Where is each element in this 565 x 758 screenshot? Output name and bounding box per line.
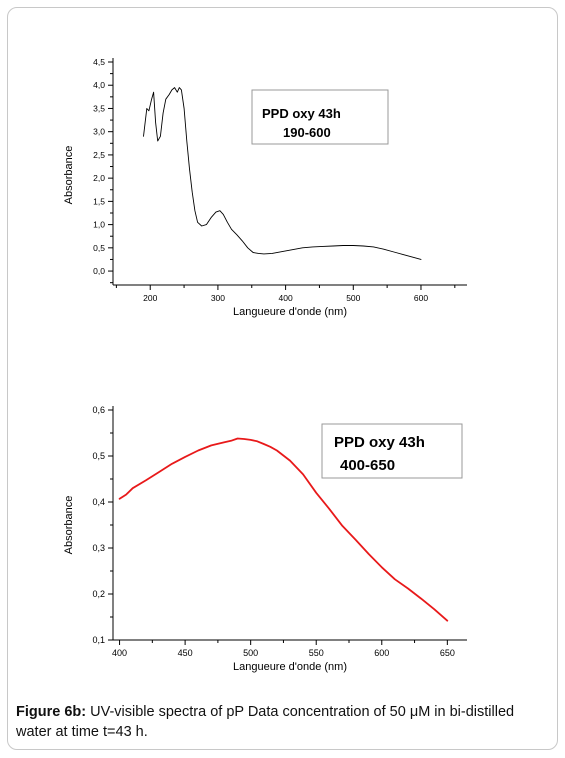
caption-text: UV-visible spectra of pP Data concentrat… [16,704,515,740]
chart-1-y-tick-label: 2,5 [93,150,105,160]
chart-1: 0,0 0,5 1,0 1,5 2,0 2,5 3,0 3,5 4,0 4,5 200 300 400 5… [63,57,467,318]
chart-2-annotation-box [321,423,463,479]
chart-1-y-tick-label: 3,5 [93,103,105,113]
chart-2-y-tick-label: 0,1 [92,635,105,645]
chart-2-y-tick-label: 0,6 [92,405,105,415]
chart-1-y-tick-label: 1,0 [93,220,105,230]
chart-1-x-tick-label: 600 [414,293,428,303]
chart-1-annotation-line1: PPD oxy 43h [262,106,341,121]
chart-1-ylabel: Absorbance [63,146,75,205]
chart-2-y-tick-label: 0,3 [92,543,105,553]
chart-2: 0,1 0,2 0,3 0,4 0,5 0,6 400 450 500 550 600 650 Lan… [63,405,467,673]
chart-2-ylabel: Absorbance [63,496,75,555]
chart-1-y-tick-label: 4,5 [93,57,105,67]
chart-1-x-tick-label: 400 [279,293,293,303]
chart-2-x-tick-label: 400 [112,648,127,658]
chart-2-annotation-line1: PPD oxy 43h [334,434,425,451]
chart-2-y-tick-label: 0,5 [92,451,105,461]
figure-caption: Figure 6b: UV-visible spectra of pP Data… [16,702,546,742]
chart-2-x-tick-label: 550 [309,648,324,658]
chart-2-y-tick-label: 0,2 [92,589,105,599]
chart-1-annotation-box [251,89,389,145]
chart-1-y-tick-label: 2,0 [93,173,105,183]
chart-1-xlabel: Langueure d'onde (nm) [233,306,347,318]
chart-1-x-tick-label: 300 [211,293,225,303]
chart-2-x-tick-label: 450 [178,648,193,658]
chart-1-y-tick-label: 0,5 [93,243,105,253]
chart-1-y-tick-label: 1,5 [93,196,105,206]
chart-1-y-tick-label: 3,0 [93,127,105,137]
chart-2-x-tick-label: 600 [374,648,389,658]
chart-1-series-line [143,87,422,260]
caption-label: Figure 6b: [16,704,87,720]
chart-2-x-tick-label: 650 [440,648,455,658]
chart-2-series-line [118,437,449,622]
chart-1-y-tick-label: 0,0 [93,266,105,276]
chart-1-x-tick-label: 200 [143,293,157,303]
chart-2-annotation-line2: 400-650 [340,457,395,474]
chart-2-x-tick-label: 500 [243,648,258,658]
chart-1-annotation-line2: 190-600 [283,125,331,140]
chart-2-y-tick-label: 0,4 [92,497,105,507]
chart-1-y-tick-label: 4,0 [93,80,105,90]
chart-2-xlabel: Langueure d'onde (nm) [233,661,347,673]
chart-1-x-tick-label: 500 [346,293,360,303]
